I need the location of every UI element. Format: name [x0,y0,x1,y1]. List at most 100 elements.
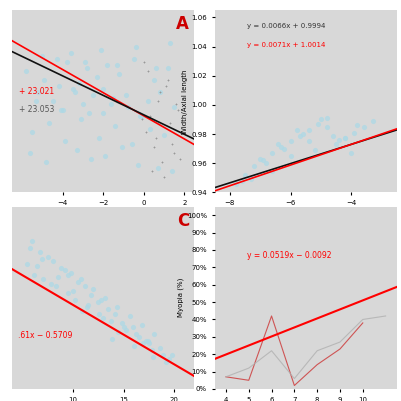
Point [354,122,360,129]
Point [65,272,71,278]
Point [112,122,119,129]
Point [76,80,82,86]
Point [151,144,157,150]
Point [278,144,285,150]
Point [102,153,109,159]
Point [351,130,358,136]
Point [55,83,62,89]
Point [94,74,100,80]
Point [124,104,131,111]
Point [78,276,84,283]
Point [57,107,64,113]
Point [61,267,68,273]
Point [288,138,294,145]
Point [348,150,354,156]
Point [167,119,173,126]
Point [171,104,177,111]
Point [90,286,96,292]
Point [149,168,155,174]
Point [157,345,163,351]
Text: y = 0.0071x + 1.0014: y = 0.0071x + 1.0014 [247,42,326,47]
Point [275,141,282,148]
Point [114,304,121,310]
Point [122,326,129,333]
Point [29,128,36,135]
Point [175,107,182,113]
Point [296,132,303,139]
Point [98,47,104,53]
Point [122,92,129,98]
Point [118,144,125,150]
Point [27,150,34,156]
Point [59,107,66,113]
Point [47,281,54,287]
Text: + 23.053: + 23.053 [19,105,55,114]
X-axis label: Spherical equivalent(D): Spherical equivalent(D) [58,209,149,218]
Point [312,147,318,153]
Point [37,249,44,255]
Point [85,302,91,308]
Point [281,146,288,152]
Text: + 23.021: + 23.021 [19,87,55,96]
Point [160,352,166,358]
Point [147,113,153,119]
Point [114,62,121,68]
Point [82,59,88,65]
Point [70,288,76,294]
Point [155,165,161,171]
Point [88,292,94,299]
Point [82,283,88,290]
Point [31,272,38,278]
Point [151,77,157,83]
Point [151,331,157,338]
Point [95,299,101,306]
Point [104,62,111,68]
Point [65,290,71,296]
Point [96,135,102,141]
Point [169,168,175,174]
Point [126,313,133,319]
Point [163,83,169,89]
Point [63,59,70,65]
Point [166,356,172,363]
Point [44,253,51,260]
Point [173,101,179,107]
Point [100,315,106,322]
Point [40,276,47,283]
Point [324,124,330,130]
Point [342,135,348,142]
Point [315,121,321,127]
Point [24,260,30,267]
Point [153,135,159,141]
Point [177,156,184,162]
Point [80,101,86,107]
Point [318,116,324,123]
Point [169,141,175,147]
Point [159,159,165,165]
Point [163,358,169,365]
Point [306,138,312,145]
Point [41,77,48,83]
Text: C: C [177,212,189,230]
Point [70,86,76,92]
Point [330,132,336,139]
Point [233,180,239,187]
Text: .61x − 0.5709: .61x − 0.5709 [18,331,72,340]
Point [74,147,80,153]
Point [84,304,90,310]
Point [145,98,151,105]
Text: y = 0.0519x − 0.0092: y = 0.0519x − 0.0092 [247,251,332,259]
Point [130,324,136,330]
Point [369,118,376,124]
Point [109,336,115,342]
Point [248,176,254,182]
Point [68,49,74,56]
Point [68,269,74,276]
Point [149,347,155,353]
Point [161,174,167,180]
Point [143,128,149,135]
Point [49,258,56,265]
Point [300,131,306,137]
Point [141,59,147,65]
Point [143,338,149,344]
